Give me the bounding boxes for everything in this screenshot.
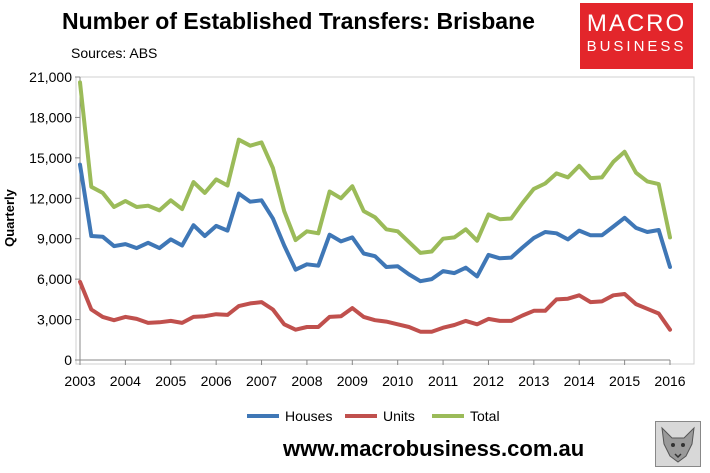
legend-label-houses: Houses (285, 408, 332, 424)
series-line-units (78, 279, 672, 334)
source-note: Sources: ABS (71, 45, 158, 61)
macro-business-logo: MACRO BUSINESS (580, 3, 693, 69)
y-tick-label: 0 (64, 352, 72, 368)
logo-line-2: BUSINESS (586, 38, 687, 55)
y-tick-label: 21,000 (29, 69, 72, 85)
x-tick-label: 2004 (110, 373, 141, 389)
y-tick-label: 15,000 (29, 150, 72, 166)
logo-line-1: MACRO (586, 10, 687, 37)
x-tick-label: 2003 (64, 373, 95, 389)
wolf-icon (655, 421, 701, 467)
x-tick-label: 2015 (609, 373, 640, 389)
x-tick-label: 2012 (473, 373, 504, 389)
legend-label-units: Units (383, 408, 415, 424)
x-tick-label: 2005 (155, 373, 186, 389)
legend-label-total: Total (470, 408, 500, 424)
x-tick-label: 2014 (564, 373, 595, 389)
plot-frame (75, 76, 695, 365)
chart-title: Number of Established Transfers: Brisban… (62, 8, 535, 34)
y-tick-label: 3,000 (37, 312, 72, 328)
y-tick-label: 18,000 (29, 109, 72, 125)
x-tick-label: 2009 (337, 373, 368, 389)
series-line-houses (78, 162, 672, 284)
x-tick-label: 2013 (518, 373, 549, 389)
x-tick-label: 2006 (201, 373, 232, 389)
y-tick-label: 6,000 (37, 271, 72, 287)
website-url: www.macrobusiness.com.au (283, 436, 585, 461)
y-axis-label: Quarterly (2, 188, 17, 247)
x-tick-label: 2016 (654, 373, 685, 389)
x-tick-label: 2007 (246, 373, 277, 389)
series-line-total (78, 80, 672, 255)
x-tick-label: 2010 (382, 373, 413, 389)
x-tick-label: 2011 (428, 373, 458, 389)
y-tick-label: 9,000 (37, 231, 72, 247)
y-tick-label: 12,000 (29, 190, 72, 206)
x-tick-label: 2008 (291, 373, 322, 389)
